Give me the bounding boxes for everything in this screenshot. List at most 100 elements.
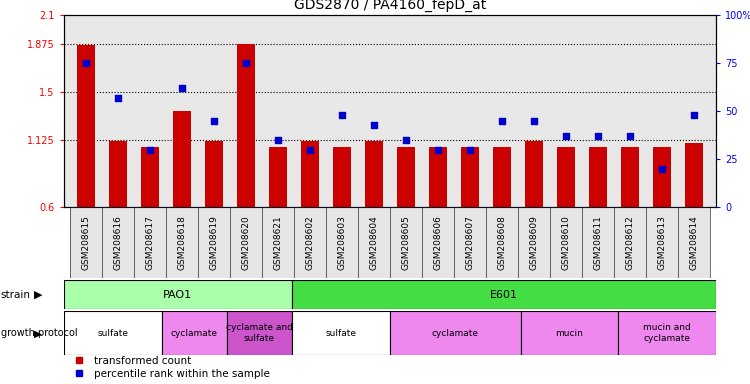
Text: GSM208618: GSM208618 (178, 215, 187, 270)
Text: GSM208608: GSM208608 (497, 215, 506, 270)
Text: GSM208605: GSM208605 (401, 215, 410, 270)
Bar (429, 147, 447, 207)
Bar (653, 147, 670, 207)
Bar (237, 44, 255, 207)
Text: sulfate: sulfate (98, 329, 128, 338)
Text: GSM208612: GSM208612 (626, 215, 634, 270)
Bar (64, 280, 292, 309)
Bar (494, 147, 511, 207)
Text: GSM208610: GSM208610 (562, 215, 571, 270)
Text: GSM208602: GSM208602 (305, 215, 314, 270)
Point (560, 133, 572, 139)
Bar (77, 45, 95, 207)
Point (400, 137, 412, 143)
Text: GSM208611: GSM208611 (593, 215, 602, 270)
Text: GSM208617: GSM208617 (146, 215, 154, 270)
Bar (646, 207, 678, 278)
Text: PAO1: PAO1 (164, 290, 193, 300)
Bar (102, 207, 134, 278)
Bar (294, 207, 326, 278)
Point (528, 118, 540, 124)
Text: GSM208607: GSM208607 (466, 215, 475, 270)
Legend: transformed count, percentile rank within the sample: transformed count, percentile rank withi… (69, 356, 270, 379)
Point (176, 85, 188, 91)
Text: cyclamate: cyclamate (171, 329, 217, 338)
Point (304, 147, 316, 153)
Bar (302, 141, 319, 207)
Bar (269, 147, 286, 207)
Text: sulfate: sulfate (326, 329, 356, 338)
Point (112, 95, 125, 101)
Bar (518, 207, 550, 278)
Bar (230, 207, 262, 278)
Bar (621, 147, 639, 207)
Text: growth protocol: growth protocol (1, 328, 77, 338)
Bar (365, 141, 382, 207)
Point (368, 122, 380, 128)
Point (656, 166, 668, 172)
Text: GSM208619: GSM208619 (209, 215, 218, 270)
Point (272, 137, 284, 143)
Text: ▶: ▶ (34, 328, 42, 338)
Bar (486, 207, 518, 278)
Point (336, 112, 348, 118)
Text: GSM208621: GSM208621 (274, 215, 283, 270)
Text: E601: E601 (490, 290, 518, 300)
Bar (398, 147, 415, 207)
Bar (582, 207, 614, 278)
Text: GSM208615: GSM208615 (82, 215, 91, 270)
Bar (390, 207, 422, 278)
Text: GSM208613: GSM208613 (657, 215, 666, 270)
Bar (685, 143, 703, 207)
Point (624, 133, 636, 139)
Point (144, 147, 156, 153)
Title: GDS2870 / PA4160_fepD_at: GDS2870 / PA4160_fepD_at (294, 0, 486, 12)
Bar (166, 207, 198, 278)
Text: GSM208620: GSM208620 (242, 215, 250, 270)
Text: GSM208606: GSM208606 (433, 215, 442, 270)
Bar (173, 111, 191, 207)
Bar (678, 207, 710, 278)
Bar (589, 147, 607, 207)
Bar (390, 311, 520, 355)
Bar (333, 147, 351, 207)
Point (688, 112, 700, 118)
Point (80, 60, 92, 66)
Text: mucin and
cyclamate: mucin and cyclamate (644, 323, 692, 343)
Bar (614, 207, 646, 278)
Bar (162, 311, 226, 355)
Bar (454, 207, 486, 278)
Bar (422, 207, 454, 278)
Bar (134, 207, 166, 278)
Bar (326, 207, 358, 278)
Point (208, 118, 220, 124)
Bar (64, 311, 162, 355)
Text: GSM208603: GSM208603 (338, 215, 346, 270)
Text: cyclamate and
sulfate: cyclamate and sulfate (226, 323, 293, 343)
Bar (618, 311, 716, 355)
Text: mucin: mucin (556, 329, 584, 338)
Bar (292, 311, 390, 355)
Text: GSM208609: GSM208609 (530, 215, 538, 270)
Text: GSM208616: GSM208616 (114, 215, 123, 270)
Point (464, 147, 476, 153)
Text: cyclamate: cyclamate (432, 329, 478, 338)
Bar (557, 147, 574, 207)
Text: GSM208614: GSM208614 (689, 215, 698, 270)
Bar (226, 311, 292, 355)
Bar (550, 207, 582, 278)
Point (592, 133, 604, 139)
Point (432, 147, 444, 153)
Bar (292, 280, 716, 309)
Bar (198, 207, 230, 278)
Bar (70, 207, 102, 278)
Text: GSM208604: GSM208604 (370, 215, 379, 270)
Text: ▶: ▶ (34, 290, 42, 300)
Text: strain: strain (1, 290, 31, 300)
Point (496, 118, 508, 124)
Bar (520, 311, 618, 355)
Bar (110, 141, 127, 207)
Bar (206, 141, 223, 207)
Point (240, 60, 252, 66)
Bar (262, 207, 294, 278)
